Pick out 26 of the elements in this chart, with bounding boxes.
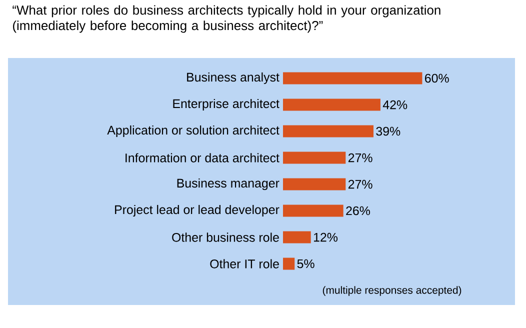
y-tick-label: Business analyst: [187, 72, 280, 84]
y-tick-label: Information or data architect: [126, 153, 280, 162]
bar: [283, 258, 295, 270]
annotation: (multiple responses accepted): [322, 286, 462, 296]
bar: [283, 125, 374, 138]
chart-title: “What prior roles do business architects typically hold in your organization (immediately before becoming a business architect)?”: [12, 5, 440, 33]
bar: [283, 72, 422, 84]
bar: [283, 152, 346, 164]
data-label: 42%: [382, 100, 408, 110]
bar: [283, 204, 344, 217]
data-label: 5%: [297, 259, 314, 268]
y-tick-label: Enterprise architect: [173, 98, 280, 111]
data-label: 39%: [376, 126, 400, 136]
bar: [283, 98, 380, 111]
y-tick-label: Other business role: [172, 232, 279, 242]
y-tick-label: Project lead or lead developer: [115, 204, 280, 217]
bar: [283, 231, 311, 244]
y-tick-label: Business manager: [177, 178, 280, 190]
data-label: 27%: [348, 153, 372, 162]
y-tick-label: Application or solution architect: [107, 125, 280, 138]
y-tick-label: Other IT role: [210, 259, 279, 268]
data-label: 60%: [425, 74, 449, 83]
data-label: 26%: [346, 206, 370, 216]
data-label: 12%: [314, 232, 338, 242]
bar: [283, 178, 346, 190]
data-label: 27%: [348, 180, 372, 189]
